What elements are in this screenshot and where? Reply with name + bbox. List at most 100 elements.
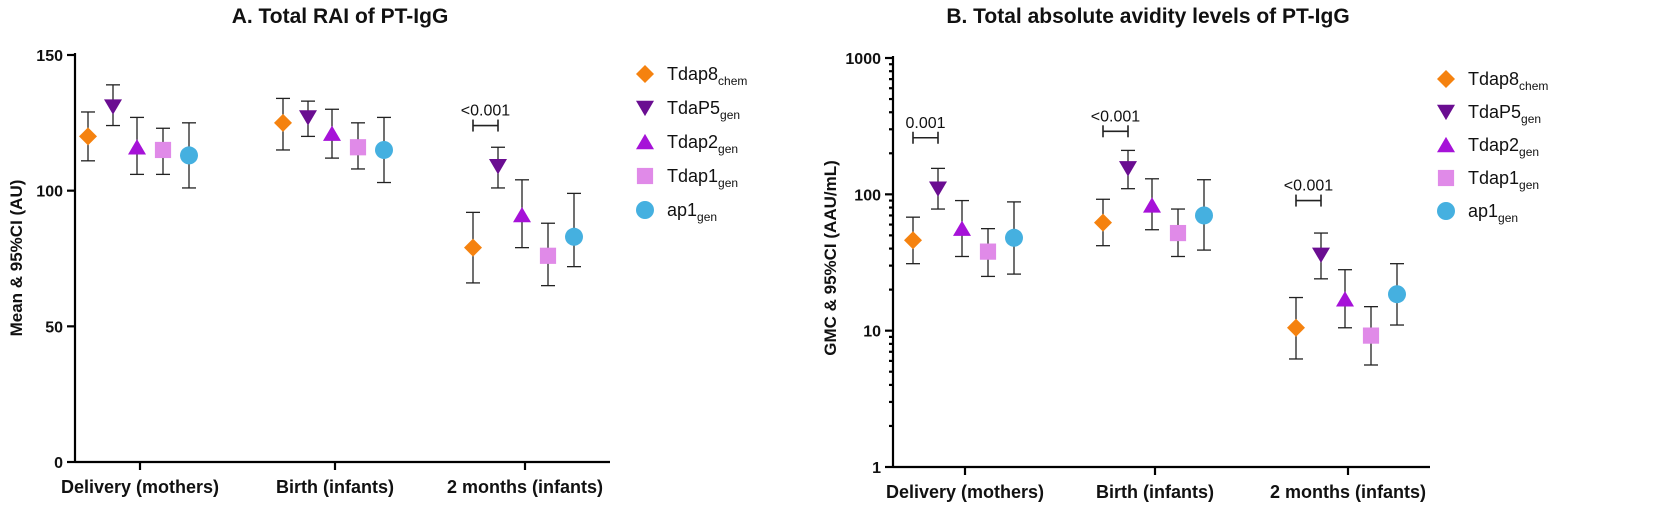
panel-a: A. Total RAI of PT-IgG Mean & 95%CI (AU)… (7, 5, 747, 497)
p-value-label: <0.001 (1284, 178, 1333, 195)
data-point (539, 247, 557, 264)
p-value-label: <0.001 (1091, 108, 1140, 125)
p-value-label: <0.001 (461, 103, 510, 120)
data-point (299, 110, 317, 126)
panel-a-significance-annotation: <0.001 (461, 103, 510, 132)
panel-b-significance-annotation: <0.001 (1091, 108, 1140, 138)
panel-b-axes: 1 10 100 1000 Delivery (mothers) Birth (infan… (845, 51, 1430, 502)
panel-a-y-tick-label: 0 (54, 455, 63, 472)
p-value-label: 0.001 (905, 115, 945, 132)
data-point (180, 146, 198, 165)
data-point (1119, 161, 1137, 177)
legend-marker (636, 65, 654, 83)
data-point (1005, 228, 1023, 247)
data-point (79, 127, 97, 146)
data-point (489, 159, 507, 175)
panel-a-axes: 0 50 100 150 Delivery (mothers) Birth (infant… (36, 48, 610, 497)
panel-a-title: A. Total RAI of PT-IgG (232, 5, 449, 28)
data-point (1336, 291, 1354, 307)
panel-b-series-tdap1-gen (979, 208, 1380, 366)
panel-a-legend-item-tdap1-gen: Tdap1gen (636, 166, 738, 190)
legend-marker (1437, 70, 1455, 88)
panel-b-series-tdap8-chem (904, 198, 1305, 360)
panel-b-series-tdap2-gen (953, 178, 1354, 329)
legend-label: Tdap2gen (667, 132, 738, 156)
data-point (1312, 247, 1330, 263)
panel-b-category-label: 2 months (infants) (1270, 482, 1426, 502)
legend-label: Tdap1gen (1468, 168, 1539, 192)
panel-a-series-tdap2-gen (128, 108, 531, 249)
data-point (979, 243, 997, 260)
panel-a-marks: <0.001 (79, 84, 583, 287)
panel-b-legend: Tdap8chem TdaP5gen Tdap2gen Tdap1gen ap1gen (1437, 69, 1548, 225)
data-point (513, 206, 531, 223)
panel-a-ylabel: Mean & 95%CI (AU) (7, 180, 26, 337)
panel-b-title: B. Total absolute avidity levels of PT-I… (946, 5, 1349, 28)
panel-b-series-ap1-gen (1005, 179, 1406, 326)
legend-label: TdaP5gen (667, 98, 740, 122)
panel-b-legend-item-tdap5-gen: TdaP5gen (1437, 102, 1541, 126)
panel-a-category-label: Delivery (mothers) (61, 477, 219, 497)
data-point (565, 227, 583, 246)
legend-label: ap1gen (1468, 201, 1518, 225)
panel-a-series-tdap8-chem (79, 97, 482, 284)
data-point (1388, 285, 1406, 304)
legend-marker (1437, 169, 1455, 187)
panel-b-series-tdap5-gen (929, 149, 1330, 280)
panel-a-legend-item-tdap2-gen: Tdap2gen (636, 132, 738, 156)
panel-b-legend-item-ap1-gen: ap1gen (1437, 201, 1518, 225)
panel-a-y-tick-label: 50 (45, 319, 63, 336)
panel-a-series-tdap5-gen (104, 84, 507, 189)
panel-b-legend-item-tdap1-gen: Tdap1gen (1437, 168, 1539, 192)
data-point (1195, 206, 1213, 225)
legend-label: Tdap8chem (667, 64, 747, 88)
legend-label: ap1gen (667, 200, 717, 224)
legend-marker (636, 100, 654, 117)
data-point (128, 139, 146, 155)
panel-a-legend-item-ap1-gen: ap1gen (636, 200, 717, 224)
panel-b-y-tick-label: 10 (863, 324, 881, 341)
panel-b-category-label: Birth (infants) (1096, 482, 1214, 502)
panel-a-series-tdap1-gen (154, 122, 557, 287)
data-point (904, 231, 922, 250)
legend-marker (1437, 136, 1455, 153)
panel-b-legend-item-tdap8-chem: Tdap8chem (1437, 69, 1548, 93)
panel-b-marks: 0.001 <0.001 <0.001 (904, 108, 1406, 366)
data-point (375, 140, 393, 159)
data-point (104, 99, 122, 115)
panel-b-y-tick-label: 1000 (845, 51, 881, 68)
legend-label: TdaP5gen (1468, 102, 1541, 126)
legend-marker (1437, 202, 1455, 220)
panel-a-category-label: 2 months (infants) (447, 477, 603, 497)
data-point (323, 125, 341, 141)
panel-b-significance-annotation: <0.001 (1284, 178, 1333, 207)
panel-b-significance-annotation: 0.001 (905, 115, 946, 144)
data-point (953, 220, 971, 236)
data-point (1143, 197, 1161, 213)
data-point (1169, 224, 1187, 242)
legend-label: Tdap1gen (667, 166, 738, 190)
legend-marker (1437, 104, 1455, 121)
panel-a-y-tick-label: 150 (36, 48, 63, 65)
panel-a-legend: Tdap8chem TdaP5gen Tdap2gen Tdap1gen ap1gen (636, 64, 747, 224)
panel-b: B. Total absolute avidity levels of PT-I… (821, 5, 1548, 502)
panel-a-category-label: Birth (infants) (276, 477, 394, 497)
panel-b-category-label: Delivery (mothers) (886, 482, 1044, 502)
legend-label: Tdap8chem (1468, 69, 1548, 93)
panel-a-legend-item-tdap5-gen: TdaP5gen (636, 98, 740, 122)
panel-a-y-tick-label: 100 (36, 184, 63, 201)
legend-label: Tdap2gen (1468, 135, 1539, 159)
legend-marker (636, 167, 654, 185)
panel-b-ylabel: GMC & 95%CI (AAU/mL) (821, 160, 840, 356)
panel-a-series-ap1-gen (180, 116, 583, 268)
data-point (274, 113, 292, 132)
panel-b-y-tick-label: 1 (872, 460, 881, 477)
data-point (1362, 327, 1380, 344)
legend-marker (636, 201, 654, 219)
data-point (929, 181, 947, 197)
data-point (464, 238, 482, 257)
data-point (1094, 213, 1112, 232)
data-point (349, 139, 367, 156)
